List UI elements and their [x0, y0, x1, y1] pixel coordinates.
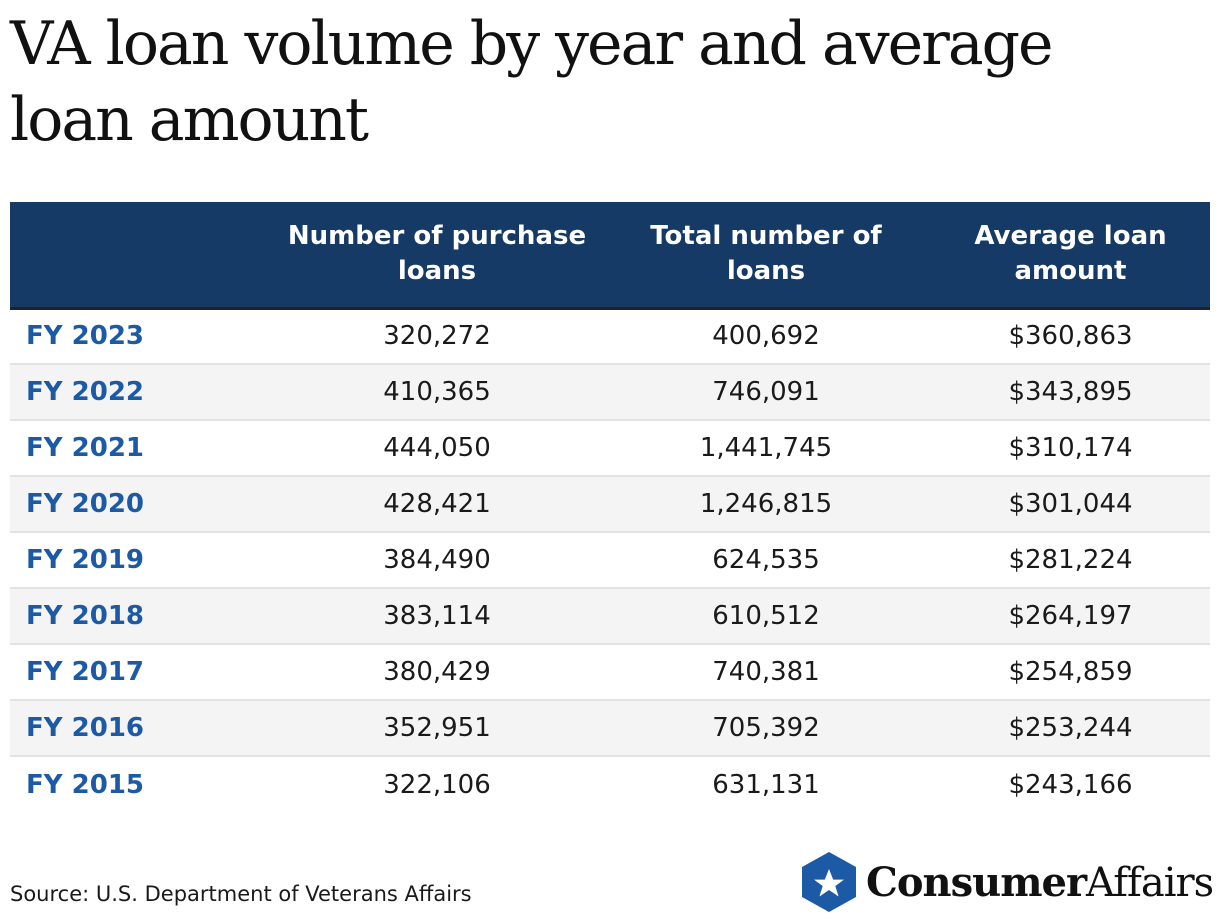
- table-row: FY 2016 352,951 705,392 $253,244: [10, 700, 1210, 756]
- row-label-year: FY 2015: [26, 769, 145, 800]
- column-header-average-amount: Average loan amount: [931, 202, 1210, 310]
- cell-purchase-loans: 320,272: [383, 321, 491, 352]
- logo-wordmark: ConsumerAffairs: [866, 858, 1214, 906]
- table-row: FY 2020 428,421 1,246,815 $301,044: [10, 476, 1210, 532]
- cell-purchase-loans: 410,365: [383, 377, 491, 407]
- cell-average-amount: $360,863: [1008, 321, 1133, 352]
- table-row: FY 2019 384,490 624,535 $281,224: [10, 532, 1210, 588]
- cell-purchase-loans: 444,050: [383, 433, 491, 463]
- cell-average-amount: $254,859: [1008, 657, 1133, 687]
- cell-purchase-loans: 384,490: [383, 545, 491, 575]
- table-row: FY 2018 383,114 610,512 $264,197: [10, 588, 1210, 644]
- cell-total-loans: 631,131: [712, 769, 820, 800]
- cell-total-loans: 610,512: [712, 601, 820, 631]
- cell-average-amount: $243,166: [1008, 769, 1133, 800]
- star-shield-icon: [802, 852, 856, 912]
- logo-text-regular: Affairs: [1086, 859, 1214, 906]
- chart-title: VA loan volume by year and average loan …: [10, 9, 1054, 155]
- cell-total-loans: 705,392: [712, 713, 820, 743]
- cell-purchase-loans: 383,114: [383, 601, 491, 631]
- cell-total-loans: 740,381: [712, 657, 820, 687]
- consumeraffairs-logo: ConsumerAffairs: [802, 852, 1214, 912]
- table-row: FY 2023 320,272 400,692 $360,863: [10, 308, 1210, 364]
- table-row: FY 2022 410,365 746,091 $343,895: [10, 364, 1210, 420]
- row-label-year: FY 2018: [26, 601, 145, 631]
- cell-average-amount: $301,044: [1008, 489, 1133, 519]
- cell-purchase-loans: 352,951: [383, 713, 491, 743]
- cell-purchase-loans: 380,429: [383, 657, 491, 687]
- cell-average-amount: $343,895: [1008, 377, 1133, 407]
- cell-total-loans: 400,692: [712, 321, 820, 352]
- cell-purchase-loans: 322,106: [383, 769, 491, 800]
- cell-total-loans: 1,246,815: [699, 489, 833, 519]
- table-body: FY 2023 320,272 400,692 $360,863 FY 2022 410,…: [10, 308, 1210, 812]
- row-label-year: FY 2019: [26, 545, 145, 575]
- column-header-year: [10, 202, 273, 310]
- row-label-year: FY 2021: [26, 433, 145, 463]
- column-header-purchase-loans: Number of purchase loans: [273, 202, 601, 310]
- row-label-year: FY 2016: [26, 713, 145, 743]
- cell-average-amount: $253,244: [1008, 713, 1133, 743]
- row-label-year: FY 2020: [26, 489, 145, 519]
- table-row: FY 2015 322,106 631,131 $243,166: [10, 756, 1210, 812]
- logo-text-bold: Consumer: [866, 858, 1087, 906]
- column-header-total-loans: Total number of loans: [601, 202, 931, 310]
- table-row: FY 2017 380,429 740,381 $254,859: [10, 644, 1210, 700]
- cell-average-amount: $264,197: [1008, 601, 1133, 631]
- cell-purchase-loans: 428,421: [383, 489, 491, 519]
- row-label-year: FY 2023: [26, 321, 145, 352]
- cell-total-loans: 1,441,745: [699, 433, 833, 463]
- row-label-year: FY 2017: [26, 657, 145, 687]
- table-row: FY 2021 444,050 1,441,745 $310,174: [10, 420, 1210, 476]
- loan-data-table: Number of purchase loans Total number of…: [10, 202, 1210, 812]
- cell-total-loans: 624,535: [712, 545, 820, 575]
- source-note: Source: U.S. Department of Veterans Affa…: [10, 882, 472, 906]
- cell-total-loans: 746,091: [712, 377, 820, 407]
- table-header-row: Number of purchase loans Total number of…: [10, 202, 1210, 310]
- cell-average-amount: $281,224: [1008, 545, 1133, 575]
- cell-average-amount: $310,174: [1008, 433, 1133, 463]
- row-label-year: FY 2022: [26, 377, 145, 407]
